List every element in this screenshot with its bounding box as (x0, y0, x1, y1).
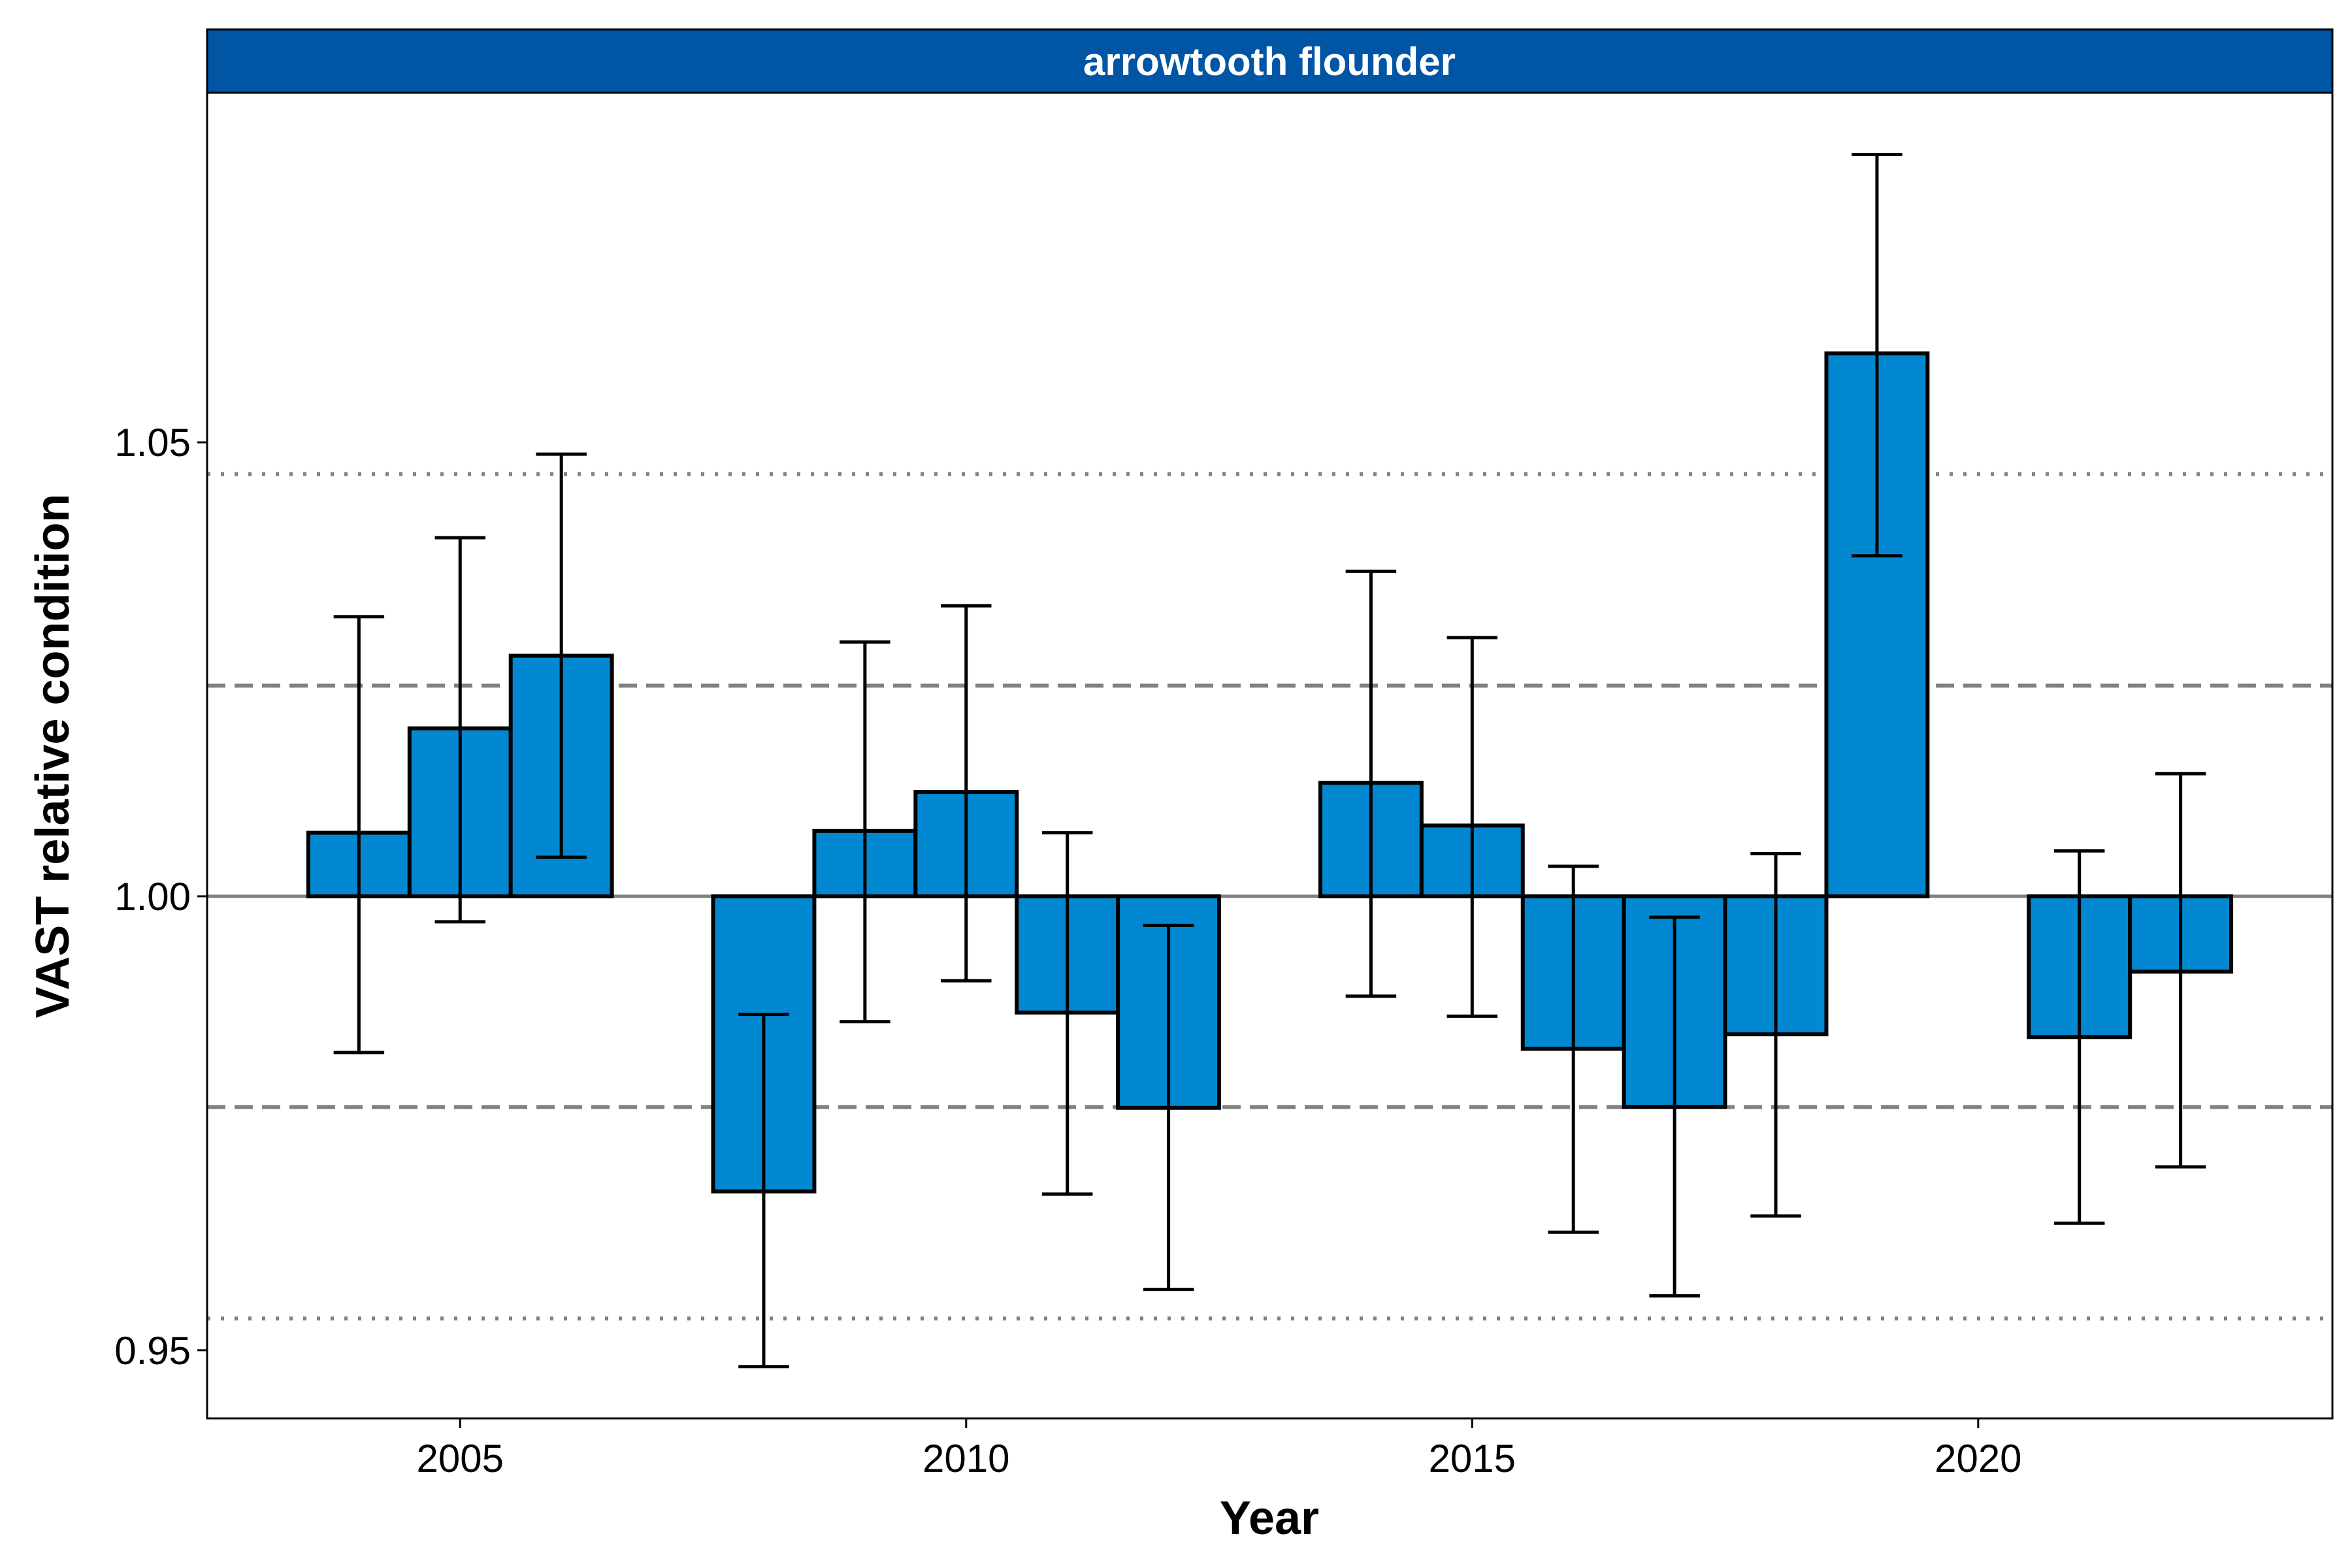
x-tick-label: 2005 (417, 1437, 504, 1480)
facet-strip (206, 28, 2334, 94)
error-bar-2011 (1041, 831, 1093, 1196)
error-bar-2016 (1548, 864, 1599, 1234)
facet-label: arrowtooth flounder (1083, 40, 1456, 84)
x-tick-label: 2020 (1935, 1437, 2021, 1480)
x-axis-title: Year (1220, 1492, 1319, 1544)
error-bar-2010 (941, 604, 992, 983)
error-bar-2015 (1446, 636, 1498, 1018)
x-axis: 2005 2010 2015 2020 (417, 1418, 2022, 1480)
y-axis: 0.95 1.00 1.05 (114, 421, 207, 1373)
y-tick-label: 0.95 (114, 1329, 191, 1373)
error-bar-2022 (2155, 772, 2206, 1169)
error-bar-2004 (333, 615, 385, 1054)
error-bar-2012 (1143, 923, 1194, 1292)
error-bar-2017 (1649, 915, 1700, 1298)
error-bars (333, 153, 2206, 1369)
x-tick-label: 2015 (1429, 1437, 1516, 1480)
y-tick-label: 1.00 (114, 875, 191, 919)
y-axis-title: VAST relative condition (27, 494, 79, 1019)
error-bar-2014 (1345, 569, 1397, 998)
y-tick-label: 1.05 (114, 421, 191, 465)
error-bar-2019 (1852, 153, 1903, 558)
error-bar-2009 (840, 640, 890, 1024)
error-bar-2005 (434, 536, 485, 924)
x-tick-label: 2010 (923, 1437, 1009, 1480)
error-bar-2021 (2054, 849, 2105, 1225)
error-bar-2008 (738, 1013, 789, 1369)
error-bar-2018 (1750, 852, 1801, 1218)
error-bar-2006 (536, 452, 587, 859)
